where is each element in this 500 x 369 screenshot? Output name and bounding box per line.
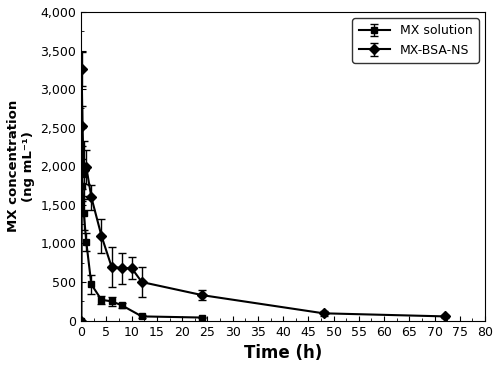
Y-axis label: MX concentration
(ng mL⁻¹): MX concentration (ng mL⁻¹) — [7, 100, 35, 232]
X-axis label: Time (h): Time (h) — [244, 344, 322, 362]
Legend: MX solution, MX-BSA-NS: MX solution, MX-BSA-NS — [352, 18, 479, 63]
